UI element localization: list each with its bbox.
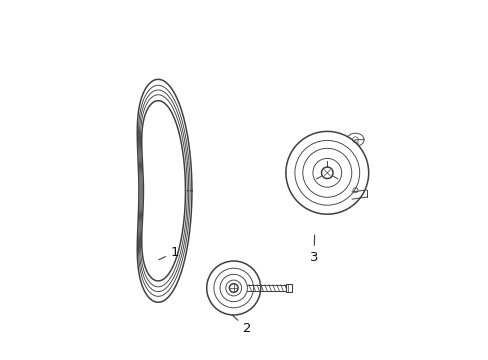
Text: 2: 2 <box>230 313 251 335</box>
Circle shape <box>229 284 238 292</box>
Bar <box>285 284 291 292</box>
Ellipse shape <box>346 133 364 146</box>
Ellipse shape <box>347 184 362 196</box>
Polygon shape <box>142 93 185 289</box>
Circle shape <box>206 261 260 315</box>
Text: 1: 1 <box>159 246 179 260</box>
Circle shape <box>321 167 332 179</box>
Circle shape <box>285 131 368 214</box>
Text: 3: 3 <box>309 235 318 264</box>
